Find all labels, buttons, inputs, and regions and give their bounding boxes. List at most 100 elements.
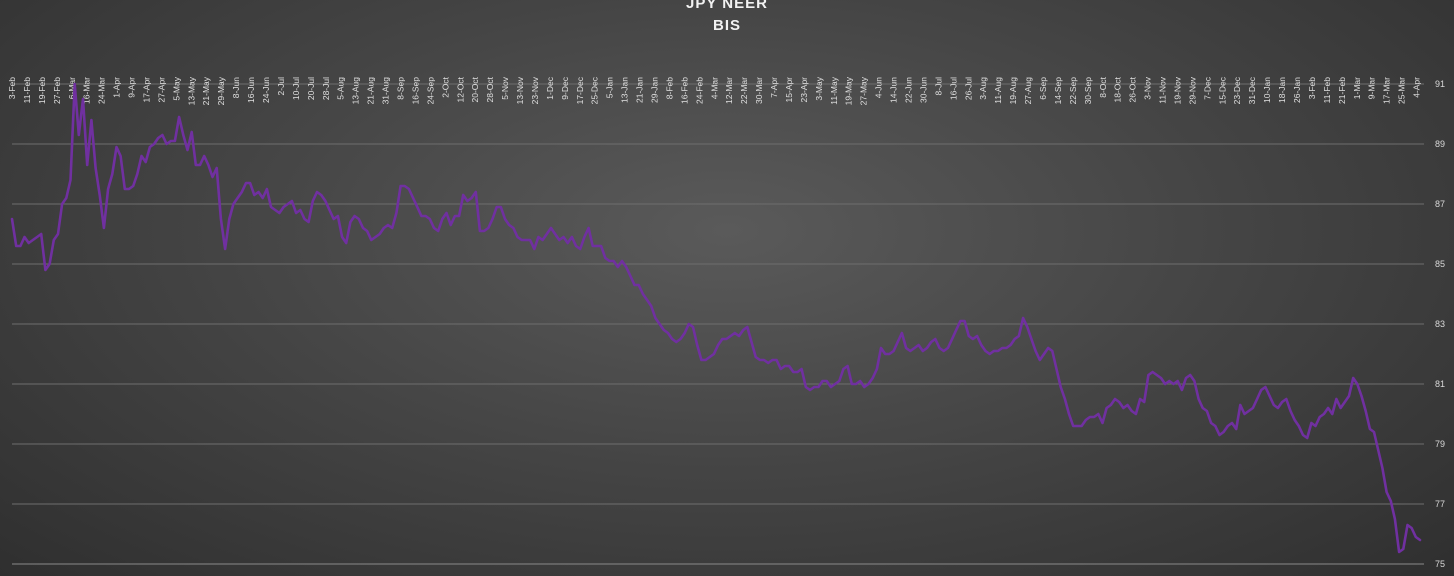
y-tick-label: 77 bbox=[1435, 499, 1445, 509]
x-tick-label: 26-Oct bbox=[1128, 76, 1138, 102]
x-tick-label: 16-Jun bbox=[246, 77, 256, 103]
x-tick-label: 8-Jul bbox=[933, 77, 943, 96]
x-tick-label: 15-Apr bbox=[784, 77, 794, 103]
x-tick-label: 28-Oct bbox=[485, 76, 495, 102]
x-tick-label: 9-Dec bbox=[560, 76, 570, 99]
x-tick-label: 4-Mar bbox=[709, 77, 719, 99]
x-tick-label: 7-Dec bbox=[1202, 76, 1212, 99]
x-tick-label: 17-Dec bbox=[575, 76, 585, 104]
x-tick-label: 12-Mar bbox=[724, 77, 734, 104]
x-tick-label: 29-Jan bbox=[650, 77, 660, 103]
x-tick-label: 26-Jul bbox=[963, 77, 973, 100]
x-tick-label: 22-Sep bbox=[1068, 77, 1078, 105]
x-tick-label: 11-Feb bbox=[22, 77, 32, 104]
x-tick-label: 25-Dec bbox=[590, 76, 600, 104]
x-tick-label: 23-Dec bbox=[1232, 76, 1242, 104]
y-tick-label: 85 bbox=[1435, 259, 1445, 269]
x-tick-label: 14-Jun bbox=[889, 77, 899, 103]
x-tick-label: 14-Sep bbox=[1053, 77, 1063, 105]
x-tick-label: 3-Aug bbox=[978, 77, 988, 100]
x-tick-label: 8-Feb bbox=[664, 77, 674, 99]
x-tick-label: 9-Apr bbox=[127, 77, 137, 98]
x-tick-label: 21-Feb bbox=[1337, 77, 1347, 104]
y-tick-label: 89 bbox=[1435, 139, 1445, 149]
x-tick-label: 3-Feb bbox=[1307, 77, 1317, 99]
y-tick-label: 83 bbox=[1435, 319, 1445, 329]
x-tick-label: 30-Mar bbox=[754, 77, 764, 104]
x-tick-label: 23-Apr bbox=[799, 77, 809, 103]
x-tick-label: 13-Aug bbox=[351, 77, 361, 105]
y-tick-label: 81 bbox=[1435, 379, 1445, 389]
x-tick-label: 17-Mar bbox=[1382, 77, 1392, 104]
x-tick-label: 19-Feb bbox=[37, 77, 47, 104]
x-tick-label: 13-Jan bbox=[620, 77, 630, 103]
x-tick-label: 19-Nov bbox=[1173, 76, 1183, 104]
x-tick-label: 4-Jun bbox=[874, 77, 884, 99]
x-tick-label: 24-Mar bbox=[97, 77, 107, 104]
x-tick-label: 24-Feb bbox=[694, 77, 704, 104]
x-tick-label: 2-Oct bbox=[440, 76, 450, 97]
chart-title: JPY NEER bbox=[686, 0, 768, 12]
x-tick-label: 11-May bbox=[829, 76, 839, 104]
y-tick-label: 75 bbox=[1435, 559, 1445, 569]
x-tick-label: 30-Sep bbox=[1083, 77, 1093, 105]
x-tick-label: 20-Oct bbox=[470, 76, 480, 102]
x-tick-label: 21-Jan bbox=[635, 77, 645, 103]
x-tick-label: 6-Sep bbox=[1038, 77, 1048, 100]
x-tick-label: 5-Jan bbox=[605, 77, 615, 99]
x-tick-label: 10-Jan bbox=[1262, 77, 1272, 103]
x-tick-label: 27-May bbox=[859, 76, 869, 105]
x-tick-label: 26-Jan bbox=[1292, 77, 1302, 103]
x-tick-label: 7-Apr bbox=[769, 77, 779, 98]
x-tick-label: 8-Oct bbox=[1098, 76, 1108, 97]
x-tick-label: 3-Feb bbox=[7, 77, 17, 99]
y-tick-label: 87 bbox=[1435, 199, 1445, 209]
x-tick-label: 31-Dec bbox=[1247, 76, 1257, 104]
x-tick-label: 11-Feb bbox=[1322, 77, 1332, 104]
x-tick-label: 24-Jun bbox=[261, 77, 271, 103]
x-tick-label: 16-Feb bbox=[679, 77, 689, 104]
x-tick-label: 9-Mar bbox=[1367, 77, 1377, 99]
x-tick-label: 29-May bbox=[216, 76, 226, 105]
x-tick-label: 20-Jul bbox=[306, 77, 316, 100]
x-tick-label: 3-Nov bbox=[1143, 76, 1153, 99]
y-tick-label: 91 bbox=[1435, 79, 1445, 89]
x-tick-label: 17-Apr bbox=[142, 77, 152, 103]
x-tick-label: 1-Dec bbox=[545, 76, 555, 99]
x-tick-label: 8-Jun bbox=[231, 77, 241, 99]
x-tick-label: 21-May bbox=[201, 76, 211, 105]
x-tick-label: 27-Aug bbox=[1023, 77, 1033, 105]
x-tick-label: 13-May bbox=[186, 76, 196, 105]
x-tick-label: 30-Jun bbox=[918, 77, 928, 103]
x-tick-label: 3-May bbox=[814, 76, 824, 100]
x-tick-label: 5-Nov bbox=[500, 76, 510, 99]
x-tick-label: 21-Aug bbox=[366, 77, 376, 105]
series-line bbox=[10, 82, 1422, 554]
x-tick-label: 15-Dec bbox=[1217, 76, 1227, 104]
x-tick-label: 19-Aug bbox=[1008, 77, 1018, 105]
x-tick-label: 1-Mar bbox=[1352, 77, 1362, 99]
x-tick-label: 16-Sep bbox=[410, 77, 420, 105]
x-tick-label: 28-Jul bbox=[321, 77, 331, 100]
y-tick-label: 79 bbox=[1435, 439, 1445, 449]
x-tick-label: 24-Sep bbox=[425, 77, 435, 105]
x-tick-label: 18-Jan bbox=[1277, 77, 1287, 103]
x-tick-label: 11-Nov bbox=[1158, 76, 1168, 104]
x-tick-label: 13-Nov bbox=[515, 76, 525, 104]
x-tick-label: 27-Feb bbox=[52, 77, 62, 104]
x-tick-label: 27-Apr bbox=[156, 77, 166, 103]
x-tick-label: 18-Oct bbox=[1113, 76, 1123, 102]
x-tick-label: 1-Apr bbox=[112, 77, 122, 98]
x-tick-label: 29-Nov bbox=[1187, 76, 1197, 104]
x-tick-label: 22-Jun bbox=[904, 77, 914, 103]
x-tick-label: 25-Mar bbox=[1397, 77, 1407, 104]
x-tick-label: 16-Jul bbox=[948, 77, 958, 100]
x-tick-label: 8-Sep bbox=[396, 77, 406, 100]
x-tick-label: 22-Mar bbox=[739, 77, 749, 104]
x-tick-label: 2-Jul bbox=[276, 77, 286, 96]
x-tick-label: 23-Nov bbox=[530, 76, 540, 104]
x-tick-label: 5-Aug bbox=[336, 77, 346, 100]
x-tick-label: 5-May bbox=[171, 76, 181, 100]
